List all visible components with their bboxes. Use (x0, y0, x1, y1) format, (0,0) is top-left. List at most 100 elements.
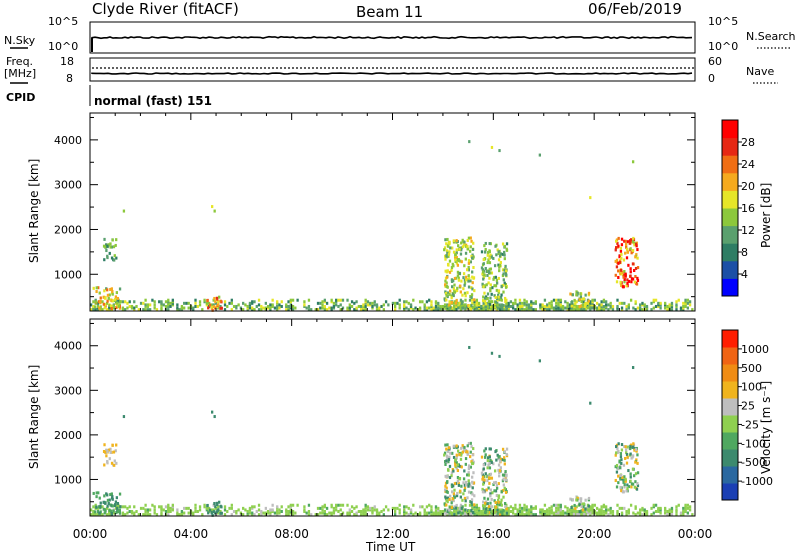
velocity-cell (498, 470, 501, 474)
power-cell (631, 277, 635, 281)
velocity-cell (357, 509, 361, 513)
velocity-cell (185, 506, 188, 510)
velocity-cell (111, 504, 114, 508)
power-cell (387, 303, 390, 307)
velocity-cell (418, 511, 422, 515)
power-cell (619, 249, 623, 253)
power-cell (626, 281, 629, 285)
velocity-cell (619, 455, 623, 459)
velocity-cell (503, 473, 506, 477)
velocity-cell (619, 452, 623, 456)
power-cell (611, 308, 615, 312)
velocity-cell (319, 506, 322, 510)
velocity-cell (620, 443, 624, 447)
power-cell (273, 306, 277, 310)
velocity-cell (502, 477, 505, 481)
velocity-cell (630, 443, 633, 447)
power-cell (527, 308, 531, 312)
power-cell (532, 301, 535, 305)
power-cell (460, 246, 463, 250)
power-cell (605, 304, 608, 308)
power-cell (477, 301, 481, 305)
velocity-cell (232, 509, 236, 513)
velocity-cell (403, 511, 406, 515)
power-cell (615, 280, 619, 284)
velocity-cell (530, 513, 533, 517)
velocity-cell (530, 511, 533, 515)
power-cell (264, 301, 267, 305)
power-cell (458, 247, 461, 251)
power-cell (116, 296, 120, 300)
velocity-cell (455, 453, 458, 457)
power-colorbar-tick-label: 16 (741, 202, 755, 215)
velocity-cell (213, 415, 216, 419)
power-cell (289, 303, 292, 307)
velocity-cell (466, 444, 469, 448)
power-cell (118, 306, 122, 310)
power-cell (581, 297, 584, 301)
power-cell (285, 303, 288, 307)
velocity-cell (652, 505, 655, 509)
power-cell (332, 306, 336, 310)
power-cell (591, 303, 594, 307)
velocity-cell (378, 511, 381, 515)
power-cell (262, 306, 265, 310)
velocity-cell (371, 509, 374, 513)
power-cell (491, 306, 494, 310)
velocity-cell (335, 505, 338, 509)
velocity-colorbar-swatch (722, 483, 738, 501)
velocity-cell (271, 503, 274, 507)
velocity-cell (469, 465, 473, 469)
power-cell (493, 303, 497, 307)
velocity-cell (103, 511, 106, 515)
power-cell (492, 256, 495, 260)
velocity-cell (92, 505, 95, 509)
velocity-cell (407, 513, 410, 517)
power-cell (482, 285, 485, 289)
power-cell (481, 282, 484, 286)
velocity-cell (213, 502, 216, 506)
velocity-cell (296, 503, 299, 507)
velocity-cell (369, 508, 372, 512)
power-cell (633, 280, 637, 284)
velocity-cell (472, 471, 475, 475)
power-cell (627, 303, 630, 307)
velocity-cell (632, 442, 635, 446)
velocity-cell (575, 498, 578, 502)
power-cell (622, 273, 625, 277)
power-cell (473, 289, 476, 293)
velocity-cell (486, 466, 489, 470)
power-cell (579, 292, 582, 296)
velocity-cell (291, 513, 295, 517)
power-cell (570, 308, 574, 312)
velocity-cell (659, 508, 662, 512)
velocity-cell (130, 509, 134, 513)
power-cell (539, 304, 542, 308)
velocity-cell (455, 461, 458, 465)
velocity-cell (330, 503, 333, 507)
power-cell (688, 303, 692, 307)
velocity-cell (139, 506, 143, 510)
power-cell (447, 244, 450, 248)
velocity-cell (167, 509, 170, 513)
velocity-cell (375, 508, 379, 512)
velocity-cell (130, 511, 134, 515)
power-cell (614, 248, 617, 252)
velocity-cell (445, 459, 448, 463)
power-cell (103, 303, 107, 307)
power-cell (447, 241, 451, 245)
power-cell (323, 308, 326, 312)
velocity-cell (171, 505, 174, 509)
velocity-cell (593, 503, 596, 507)
power-cell (472, 306, 475, 310)
power-cell (503, 281, 506, 285)
velocity-cell (203, 503, 206, 507)
velocity-cell (486, 479, 489, 483)
velocity-cell (180, 509, 184, 513)
power-cell (541, 304, 544, 308)
velocity-cell (230, 513, 233, 517)
power-cell (382, 303, 385, 307)
power-cell (253, 308, 256, 312)
freq-panel-frame (89, 57, 696, 82)
power-cell (552, 298, 556, 302)
